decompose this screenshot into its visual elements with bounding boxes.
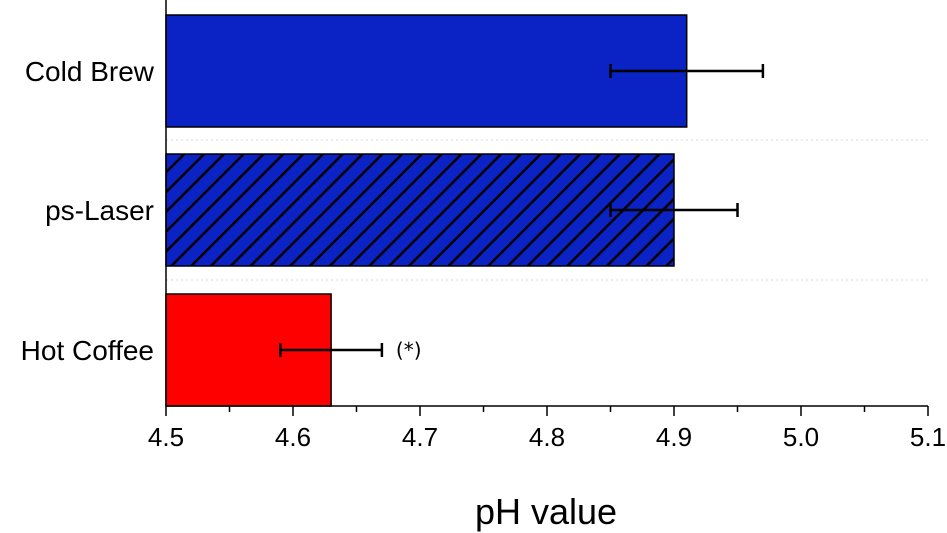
x-tick-label-6: 5.1 <box>910 422 946 452</box>
x-axis-title: pH value <box>475 491 617 532</box>
bars <box>165 14 688 407</box>
x-tick-label-1: 4.6 <box>275 422 311 452</box>
category-label-2: Hot Coffee <box>21 335 154 366</box>
grid-lines <box>166 139 928 281</box>
x-tick-label-3: 4.8 <box>529 422 565 452</box>
category-label-0: Cold Brew <box>25 56 155 87</box>
category-label-1: ps-Laser <box>45 195 154 226</box>
annotation-2: (*) <box>396 338 422 362</box>
bar-1 <box>165 153 675 267</box>
labels: Cold Brew ps-Laser Hot Coffee (*) 4.5 4.6 4.7 4… <box>21 56 946 452</box>
axes <box>165 0 929 416</box>
bar-0 <box>165 14 688 128</box>
x-tick-label-0: 4.5 <box>148 422 184 452</box>
x-tick-label-4: 4.9 <box>656 422 692 452</box>
x-tick-label-5: 5.0 <box>783 422 819 452</box>
x-tick-label-2: 4.7 <box>402 422 438 452</box>
error-bars <box>279 64 765 357</box>
